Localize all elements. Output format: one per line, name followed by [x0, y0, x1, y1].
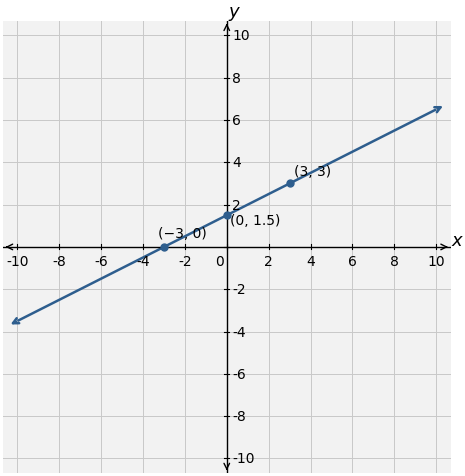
Text: 2: 2 — [232, 198, 241, 212]
Text: 4: 4 — [232, 156, 241, 170]
Text: -6: -6 — [232, 367, 246, 381]
Text: 10: 10 — [427, 255, 445, 269]
Text: (3, 3): (3, 3) — [294, 165, 331, 179]
Text: 2: 2 — [264, 255, 273, 269]
Text: -10: -10 — [232, 451, 254, 466]
Text: (−3, 0): (−3, 0) — [158, 226, 206, 240]
Text: 8: 8 — [390, 255, 399, 269]
Text: 8: 8 — [232, 71, 241, 86]
Text: -6: -6 — [94, 255, 108, 269]
Text: -4: -4 — [232, 325, 246, 339]
Text: 10: 10 — [232, 30, 250, 43]
Text: (0, 1.5): (0, 1.5) — [230, 213, 280, 228]
Text: -8: -8 — [232, 409, 246, 423]
Text: y: y — [229, 2, 239, 20]
Text: -2: -2 — [178, 255, 192, 269]
Text: 4: 4 — [306, 255, 315, 269]
Text: x: x — [452, 231, 462, 249]
Text: 6: 6 — [232, 114, 241, 128]
Text: -8: -8 — [53, 255, 66, 269]
Text: 0: 0 — [215, 255, 224, 269]
Text: -10: -10 — [6, 255, 29, 269]
Text: 6: 6 — [348, 255, 357, 269]
Text: -2: -2 — [232, 283, 246, 297]
Text: -4: -4 — [136, 255, 150, 269]
